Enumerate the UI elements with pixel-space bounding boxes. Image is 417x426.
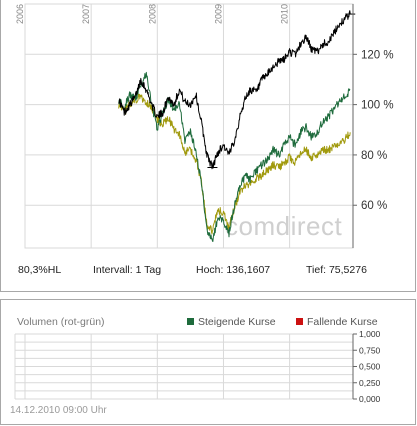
year-label: 2009: [213, 4, 223, 24]
year-label: 2008: [147, 4, 157, 24]
y-tick-label: 120 %: [361, 49, 394, 61]
vol-y-tick-label: 1,000: [359, 329, 381, 339]
year-label: 2010: [280, 4, 290, 24]
stats-bar: 80,3%HL Intervall: 1 Tag Hoch: 136,1607 …: [1, 264, 415, 280]
interval-label: Intervall: 1 Tag: [93, 264, 162, 276]
legend-rising-swatch: [187, 318, 194, 325]
high-value: Hoch: 136,1607: [196, 264, 271, 276]
vol-y-tick-label: 0,500: [359, 362, 381, 372]
legend-falling-label: Fallende Kurse: [307, 316, 378, 328]
legend-rising-label: Steigende Kurse: [198, 316, 276, 328]
series-line-1: [118, 71, 351, 242]
watermark: comdirect: [225, 211, 342, 241]
price-chart: comdirect 60 % 80 % 100 % 120 % 2006 2007 200…: [15, 3, 394, 249]
timestamp: 14.12.2010 09:00 Uhr: [10, 405, 107, 416]
low-value: Tief: 75,5276: [306, 264, 367, 276]
y-tick-label: 60 %: [361, 200, 387, 212]
year-label: 2007: [81, 4, 91, 24]
legend-falling: Fallende Kurse: [296, 316, 378, 328]
year-label: 2006: [15, 4, 25, 24]
volume-title: Volumen (rot-grün): [17, 316, 105, 328]
vol-y-tick-label: 0,750: [359, 345, 381, 355]
series-line-0: [118, 10, 351, 170]
volume-chart-panel: 0,000 0,250 0,500 0,750 1,000 Volumen (rot-g…: [0, 299, 416, 425]
y-tick-label: 100 %: [361, 100, 394, 112]
volume-chart: 0,000 0,250 0,500 0,750 1,000: [14, 329, 381, 404]
legend-falling-swatch: [296, 318, 303, 325]
price-chart-panel: comdirect 60 % 80 % 100 % 120 % 2006 2007 200…: [0, 0, 416, 292]
period-performance: 80,3%HL: [18, 264, 62, 276]
y-tick-label: 80 %: [361, 150, 387, 162]
vol-y-tick-label: 0,250: [359, 378, 381, 388]
vol-y-tick-label: 0,000: [359, 394, 381, 404]
legend-rising: Steigende Kurse: [187, 316, 276, 328]
